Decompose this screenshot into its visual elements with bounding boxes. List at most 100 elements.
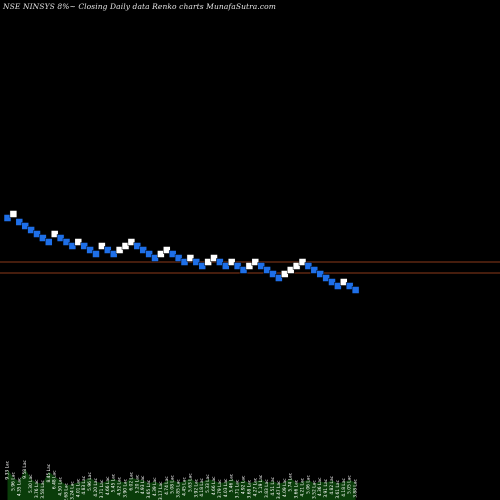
renko-brick-down <box>86 246 94 254</box>
volume-label: 5.05 Lac <box>347 475 353 494</box>
volume-label: 6.48 Lac <box>52 470 58 489</box>
volume-label: 3.61 Lac <box>335 479 341 498</box>
renko-brick-down <box>104 246 112 254</box>
volume-label: 5.19 Lac <box>258 474 264 493</box>
volume-label: 4.27 Lac <box>252 477 258 496</box>
volume-label: 4.45 Lac <box>182 477 188 496</box>
volume-label: 5.63 Lac <box>187 473 193 492</box>
renko-brick-down <box>334 282 342 290</box>
renko-brick-down <box>15 218 24 226</box>
renko-brick-down <box>257 262 265 270</box>
volume-label: 3.47 Lac <box>276 480 282 499</box>
price-levels <box>0 261 500 274</box>
volume-label: 4.74 Lac <box>164 476 170 495</box>
renko-brick-down <box>222 262 230 270</box>
volume-label: 3.66 Lac <box>294 479 300 498</box>
renko-brick-down <box>239 266 248 274</box>
volume-label: 5.06 Lac <box>305 475 311 494</box>
volume-label: 5.20 Lac <box>134 474 140 493</box>
renko-brick-up <box>186 254 195 262</box>
volume-label: 9.58 Lac <box>22 459 28 478</box>
renko-brick-up <box>210 254 218 262</box>
renko-brick-down <box>62 238 71 246</box>
renko-brick-down <box>151 254 159 262</box>
renko-brick-up <box>50 230 59 238</box>
volume-label: 3.17 Lac <box>158 481 164 500</box>
volume-label: 3.52 Lac <box>311 480 317 499</box>
volume-label: 2.68 Lac <box>64 482 70 500</box>
renko-brick-down <box>304 262 313 270</box>
volume-label: 4.83 Lac <box>81 475 87 494</box>
renko-brick-up <box>74 238 83 246</box>
volume-label: 5.08 Lac <box>170 474 176 493</box>
renko-brick-down <box>316 270 324 278</box>
renko-brick-down <box>92 250 100 258</box>
renko-brick-up <box>281 270 289 278</box>
volume-label: 4.20 Lac <box>93 477 99 496</box>
renko-brick-down <box>310 266 319 274</box>
renko-brick-down <box>168 250 177 258</box>
volume-label: 4.39 Lac <box>152 477 158 496</box>
volume-label: 4.82 Lac <box>329 475 335 494</box>
renko-brick-up <box>286 266 295 274</box>
volume-label: 5.46 Lac <box>229 473 235 492</box>
renko-brick-down <box>109 250 118 258</box>
volume-label: 3.79 Lac <box>217 479 223 498</box>
renko-brick-up <box>227 258 236 266</box>
renko-brick-up <box>9 210 18 218</box>
volume-label: 3.90 Lac <box>123 478 129 497</box>
volume-label: 4.92 Lac <box>241 475 247 494</box>
volume-label: 4.03 Lac <box>223 478 229 497</box>
renko-brick-up <box>98 242 106 250</box>
renko-brick-up <box>121 242 130 250</box>
renko-brick-down <box>269 270 277 278</box>
volume-label: 4.50 Lac <box>58 476 64 495</box>
renko-brick-down <box>328 278 336 286</box>
volume-label: 4.36 Lac <box>317 477 323 496</box>
volume-label: 4.09 Lac <box>282 478 288 497</box>
volume-label: 4.66 Lac <box>211 476 217 495</box>
volume-label: 5.74 Lac <box>288 472 294 491</box>
volume-label: 5.96 Lac <box>87 472 93 491</box>
renko-brick-up <box>340 278 348 286</box>
renko-brick-down <box>27 226 35 234</box>
volume-label: 3.65 Lac <box>146 479 152 498</box>
renko-brick-down <box>198 262 206 270</box>
volume-label: 5.33 Lac <box>205 474 211 493</box>
renko-brick-up <box>163 246 171 254</box>
volume-label: 4.21 Lac <box>300 477 306 496</box>
renko-brick-down <box>233 262 242 270</box>
renko-brick-up <box>298 258 307 266</box>
renko-brick-down <box>3 214 12 222</box>
renko-brick-down <box>180 258 189 266</box>
volume-label: 5.96 Lac <box>10 472 16 491</box>
renko-brick-down <box>192 258 201 266</box>
volume-label: 4.51 Lac <box>270 476 276 495</box>
volume-label: 4.52 Lac <box>117 476 123 495</box>
renko-brick-up <box>251 258 260 266</box>
volume-label: 3.71 Lac <box>99 479 105 498</box>
volume-label: 5.45 Lac <box>111 473 117 492</box>
renko-brick-up <box>204 258 212 266</box>
volume-label: 4.93 Lac <box>140 475 146 494</box>
renko-brick-down <box>351 286 360 294</box>
volume-label: 6.02 Lac <box>128 471 134 490</box>
volume-label: 3.76 Lac <box>34 479 40 498</box>
volume-label: 4.18 Lac <box>199 477 205 496</box>
renko-brick-down <box>174 254 183 262</box>
renko-brick-down <box>139 246 147 254</box>
chart-title: NSE NINSYS 8%~ Closing Daily data Renko … <box>3 2 276 11</box>
volume-label: 4.35 Lac <box>16 477 22 496</box>
volume-label: 4.18 Lac <box>341 477 347 496</box>
renko-brick-down <box>56 234 65 242</box>
renko-brick-down <box>68 242 77 250</box>
volume-label: 3.71 Lac <box>235 479 241 498</box>
renko-brick-up <box>157 250 165 258</box>
renko-bricks <box>3 210 360 294</box>
renko-brick-down <box>33 230 41 238</box>
renko-brick-up <box>115 246 124 254</box>
renko-brick-down <box>21 222 29 230</box>
renko-brick-down <box>80 242 88 250</box>
